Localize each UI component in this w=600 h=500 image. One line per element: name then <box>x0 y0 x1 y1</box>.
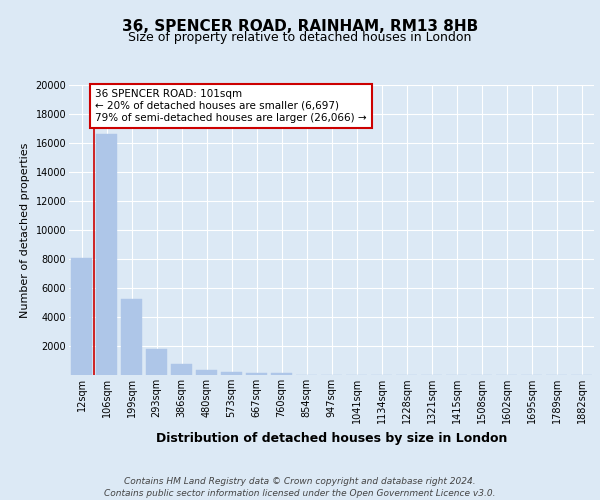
Bar <box>221 372 242 375</box>
Text: Contains HM Land Registry data © Crown copyright and database right 2024.
Contai: Contains HM Land Registry data © Crown c… <box>104 476 496 498</box>
Bar <box>271 373 292 375</box>
Bar <box>121 299 142 375</box>
Text: 36 SPENCER ROAD: 101sqm
← 20% of detached houses are smaller (6,697)
79% of semi: 36 SPENCER ROAD: 101sqm ← 20% of detache… <box>95 90 367 122</box>
Bar <box>196 370 217 375</box>
Text: 36, SPENCER ROAD, RAINHAM, RM13 8HB: 36, SPENCER ROAD, RAINHAM, RM13 8HB <box>122 19 478 34</box>
Bar <box>71 258 92 375</box>
Text: Size of property relative to detached houses in London: Size of property relative to detached ho… <box>128 31 472 44</box>
X-axis label: Distribution of detached houses by size in London: Distribution of detached houses by size … <box>156 432 507 444</box>
Bar <box>171 364 192 375</box>
Bar <box>246 373 267 375</box>
Y-axis label: Number of detached properties: Number of detached properties <box>20 142 30 318</box>
Bar <box>96 134 117 375</box>
Bar <box>146 349 167 375</box>
